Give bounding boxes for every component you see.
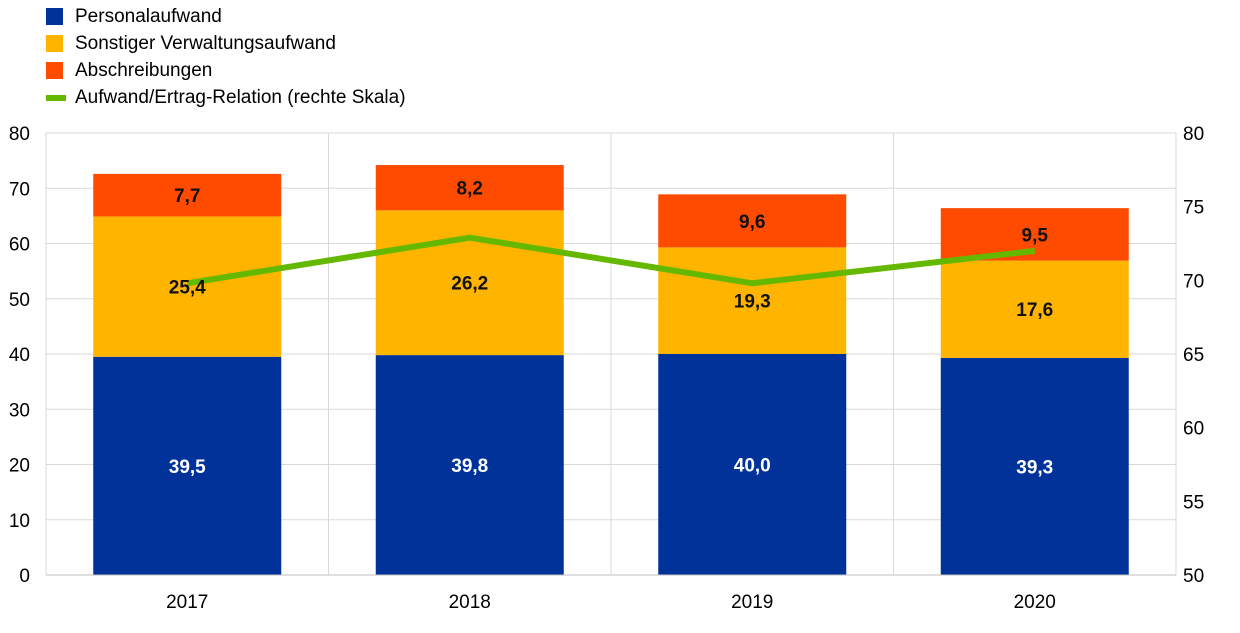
y-right-tick-label: 70 [1183, 271, 1204, 292]
bar-2017-series-2 [93, 173, 282, 217]
legend-label: Personalaufwand [75, 5, 222, 27]
y-left-tick-label: 0 [19, 566, 30, 587]
data-label-2019-series-1: 19,3 [734, 292, 771, 313]
y-left-tick-label: 30 [9, 400, 30, 421]
bar-2018-series-0 [375, 355, 564, 575]
bar-2019-series-0 [658, 354, 847, 575]
legend-item-sonstiger-verwaltungsaufwand: Sonstiger Verwaltungsaufwand [46, 30, 406, 57]
y-left-tick-label: 10 [9, 511, 30, 532]
x-tick-label: 2019 [731, 592, 773, 613]
legend-swatch [46, 35, 63, 52]
y-left-tick-label: 20 [9, 456, 30, 477]
bar-2020-series-1 [940, 260, 1129, 358]
data-label-2018-series-1: 26,2 [451, 274, 488, 295]
bar-2020-series-0 [940, 357, 1129, 575]
y-right-tick-label: 75 [1183, 198, 1204, 219]
data-label-2018-series-2: 8,2 [457, 179, 483, 200]
data-label-2019-series-2: 9,6 [739, 212, 765, 233]
legend-item-abschreibungen: Abschreibungen [46, 57, 406, 84]
data-label-2020-series-1: 17,6 [1016, 300, 1053, 321]
bar-2019-series-2 [658, 194, 847, 248]
data-label-2017-series-1: 25,4 [169, 278, 206, 299]
legend: Personalaufwand Sonstiger Verwaltungsauf… [46, 3, 406, 111]
legend-swatch [46, 94, 66, 101]
x-tick-label: 2020 [1014, 592, 1056, 613]
legend-swatch [46, 62, 63, 79]
y-left-tick-label: 80 [9, 124, 30, 145]
bars [93, 165, 1129, 575]
y-right-tick-label: 65 [1183, 345, 1204, 366]
y-left-tick-label: 50 [9, 290, 30, 311]
data-label-2018-series-0: 39,8 [451, 456, 488, 477]
data-label-2017-series-2: 7,7 [174, 186, 200, 207]
axes: 0 10 20 30 40 50 60 70 80 50 55 60 65 70 75 80 2017 2018 2… [9, 124, 1204, 613]
y-right-tick-label: 50 [1183, 566, 1204, 587]
bar-2018-series-2 [375, 165, 564, 211]
bar-2017-series-1 [93, 216, 282, 357]
x-tick-label: 2017 [166, 592, 208, 613]
y-left-tick-label: 60 [9, 235, 30, 256]
legend-label: Sonstiger Verwaltungsaufwand [75, 32, 336, 54]
line-series [186, 234, 1036, 287]
data-label-2020-series-0: 39,3 [1016, 457, 1053, 478]
bar-2017-series-0 [93, 356, 282, 575]
bar-2019-series-1 [658, 247, 847, 354]
y-right-tick-label: 60 [1183, 419, 1204, 440]
legend-label: Abschreibungen [75, 59, 213, 81]
y-right-tick-label: 55 [1183, 492, 1204, 513]
legend-swatch [46, 8, 63, 25]
legend-item-personalaufwand: Personalaufwand [46, 3, 406, 30]
y-right-tick-label: 80 [1183, 124, 1204, 145]
legend-label: Aufwand/Ertrag-Relation (rechte Skala) [75, 86, 406, 108]
data-label-2019-series-0: 40,0 [734, 456, 771, 477]
x-tick-label: 2018 [449, 592, 491, 613]
legend-item-aufwand-ertrag-relation: Aufwand/Ertrag-Relation (rechte Skala) [46, 84, 406, 111]
data-label-2017-series-0: 39,5 [169, 457, 206, 478]
y-left-tick-label: 70 [9, 179, 30, 200]
y-left-tick-label: 40 [9, 345, 30, 366]
data-label-2020-series-2: 9,5 [1022, 225, 1049, 246]
bar-2018-series-1 [375, 210, 564, 356]
data-labels: 39,5 25,4 7,7 39,8 26,2 8,2 40,0 19,3 9,6 39,3 17,… [169, 179, 1053, 479]
line-aufwand-ertrag-relation [186, 234, 1036, 287]
